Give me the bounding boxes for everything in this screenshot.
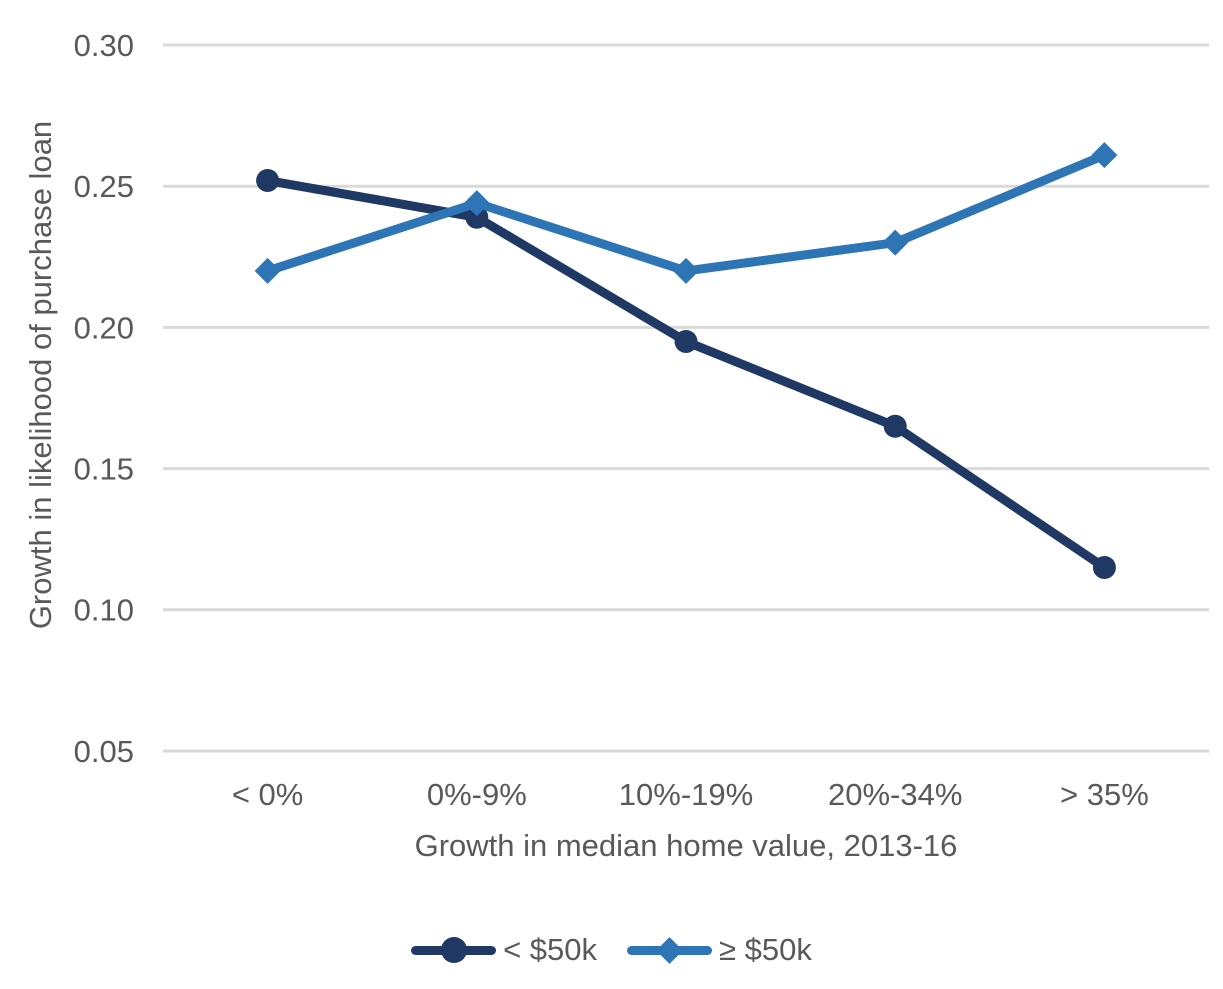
plot-area: 0.05 0.10 0.15 0.20 0.25 0.30 < 0% 0%-9% 10%-19%… [74,28,1209,812]
series-line [263,176,1109,572]
data-point-circle [465,205,489,229]
data-point-diamond [673,257,699,284]
x-tick-label: 20%-34% [828,777,962,812]
data-point-circle [1092,555,1116,579]
legend-item-over-50k[interactable]: ≥ $50k [627,932,812,968]
legend-line-circle-icon [411,935,497,965]
x-tick-label: 0%-9% [427,777,527,812]
series-line [263,150,1109,276]
y-tick-label: 0.20 [74,310,134,345]
x-tick-label: 10%-19% [619,777,753,812]
x-axis-tick-labels: < 0% 0%-9% 10%-19% 20%-34% > 35% [232,777,1149,812]
data-point-circle [256,169,280,193]
data-point-circle [883,414,907,438]
y-axis-title: Growth in likelihood of purchase loan [22,120,58,630]
data-point-diamond [463,190,490,217]
gridlines [163,43,1209,753]
legend-label-under-50k: < $50k [503,932,598,967]
data-point-diamond [1091,142,1118,169]
data-point-circle [674,330,698,354]
data-point-diamond [254,257,281,284]
y-axis-tick-labels: 0.05 0.10 0.15 0.20 0.25 0.30 [74,28,134,769]
y-tick-label: 0.15 [74,451,134,486]
y-tick-label: 0.05 [74,734,134,769]
data-point-diamond [882,229,909,256]
y-tick-label: 0.10 [74,593,134,628]
y-tick-label: 0.30 [74,28,134,63]
x-axis-title: Growth in median home value, 2013-16 [414,828,958,863]
series-under-50k [256,169,1116,579]
legend-label-over-50k: ≥ $50k [719,932,812,967]
x-tick-label: < 0% [232,777,304,812]
x-tick-label: > 35% [1060,777,1149,812]
legend-line-diamond-icon [627,935,713,965]
legend: < $50k ≥ $50k [0,932,1223,968]
series-over-50k [254,142,1118,284]
y-tick-label: 0.25 [74,169,134,204]
legend-item-under-50k[interactable]: < $50k [411,932,597,968]
